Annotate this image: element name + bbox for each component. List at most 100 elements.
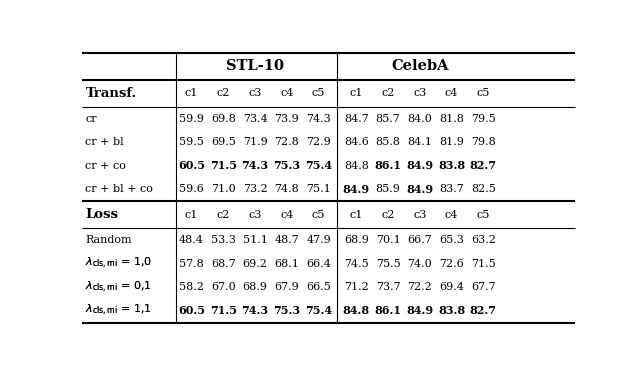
Text: 66.4: 66.4 bbox=[306, 259, 331, 269]
Text: cr + bl: cr + bl bbox=[86, 137, 124, 147]
Text: c5: c5 bbox=[312, 88, 325, 98]
Text: 68.1: 68.1 bbox=[275, 259, 300, 269]
Text: STL-10: STL-10 bbox=[226, 59, 284, 73]
Text: 74.5: 74.5 bbox=[344, 259, 369, 269]
Text: 48.7: 48.7 bbox=[275, 235, 300, 245]
Text: Random: Random bbox=[86, 235, 132, 245]
Text: 85.7: 85.7 bbox=[376, 114, 401, 124]
Text: 84.8: 84.8 bbox=[344, 161, 369, 171]
Text: 84.9: 84.9 bbox=[406, 306, 433, 317]
Text: 73.4: 73.4 bbox=[243, 114, 268, 124]
Text: 74.0: 74.0 bbox=[408, 259, 432, 269]
Text: c3: c3 bbox=[248, 88, 262, 98]
Text: 59.6: 59.6 bbox=[179, 184, 204, 194]
Text: 72.8: 72.8 bbox=[275, 137, 300, 147]
Text: 83.7: 83.7 bbox=[439, 184, 464, 194]
Text: 75.4: 75.4 bbox=[305, 306, 332, 317]
Text: c4: c4 bbox=[280, 88, 294, 98]
Text: c5: c5 bbox=[312, 210, 325, 220]
Text: 84.9: 84.9 bbox=[406, 184, 433, 195]
Text: 84.6: 84.6 bbox=[344, 137, 369, 147]
Text: 85.9: 85.9 bbox=[376, 184, 401, 194]
Text: 73.2: 73.2 bbox=[243, 184, 268, 194]
Text: 82.5: 82.5 bbox=[471, 184, 496, 194]
Text: 68.9: 68.9 bbox=[344, 235, 369, 245]
Text: 65.3: 65.3 bbox=[439, 235, 464, 245]
Text: 84.9: 84.9 bbox=[406, 161, 433, 171]
Text: 82.7: 82.7 bbox=[470, 306, 497, 317]
Text: 60.5: 60.5 bbox=[178, 306, 205, 317]
Text: 67.7: 67.7 bbox=[471, 282, 495, 292]
Text: $\lambda_{\mathrm{cls,mi}}$ = 1,1: $\lambda_{\mathrm{cls,mi}}$ = 1,1 bbox=[86, 303, 152, 318]
Text: 51.1: 51.1 bbox=[243, 235, 268, 245]
Text: 53.3: 53.3 bbox=[211, 235, 236, 245]
Text: 74.3: 74.3 bbox=[241, 161, 269, 171]
Text: c2: c2 bbox=[381, 210, 395, 220]
Text: c3: c3 bbox=[248, 210, 262, 220]
Text: 71.5: 71.5 bbox=[210, 161, 237, 171]
Text: 72.2: 72.2 bbox=[408, 282, 432, 292]
Text: 72.9: 72.9 bbox=[306, 137, 331, 147]
Text: 57.8: 57.8 bbox=[179, 259, 204, 269]
Text: 67.9: 67.9 bbox=[275, 282, 300, 292]
Text: 82.7: 82.7 bbox=[470, 161, 497, 171]
Text: 71.0: 71.0 bbox=[211, 184, 236, 194]
Text: 75.4: 75.4 bbox=[305, 161, 332, 171]
Text: 71.5: 71.5 bbox=[471, 259, 495, 269]
Text: $\lambda_{\mathrm{cls,mi}}$ = 0,1: $\lambda_{\mathrm{cls,mi}}$ = 0,1 bbox=[86, 280, 152, 295]
Text: c3: c3 bbox=[413, 88, 426, 98]
Text: 69.2: 69.2 bbox=[243, 259, 268, 269]
Text: c1: c1 bbox=[185, 88, 198, 98]
Text: 81.8: 81.8 bbox=[439, 114, 464, 124]
Text: 85.8: 85.8 bbox=[376, 137, 401, 147]
Text: 71.5: 71.5 bbox=[210, 306, 237, 317]
Text: 59.5: 59.5 bbox=[179, 137, 204, 147]
Text: 60.5: 60.5 bbox=[178, 161, 205, 171]
Text: c1: c1 bbox=[349, 88, 363, 98]
Text: $\lambda_{\mathrm{cls,mi}}$ = 1,0: $\lambda_{\mathrm{cls,mi}}$ = 1,0 bbox=[86, 256, 152, 271]
Text: c4: c4 bbox=[445, 210, 458, 220]
Text: 66.7: 66.7 bbox=[408, 235, 432, 245]
Text: 84.7: 84.7 bbox=[344, 114, 369, 124]
Text: 86.1: 86.1 bbox=[374, 306, 401, 317]
Text: 48.4: 48.4 bbox=[179, 235, 204, 245]
Text: 68.9: 68.9 bbox=[243, 282, 268, 292]
Text: 83.8: 83.8 bbox=[438, 306, 465, 317]
Text: 74.3: 74.3 bbox=[241, 306, 269, 317]
Text: c3: c3 bbox=[413, 210, 426, 220]
Text: 81.9: 81.9 bbox=[439, 137, 464, 147]
Text: 67.0: 67.0 bbox=[211, 282, 236, 292]
Text: 79.8: 79.8 bbox=[471, 137, 495, 147]
Text: 84.9: 84.9 bbox=[342, 184, 370, 195]
Text: Transf.: Transf. bbox=[86, 87, 137, 100]
Text: cr + co: cr + co bbox=[86, 161, 126, 171]
Text: c1: c1 bbox=[349, 210, 363, 220]
Text: $\lambda_{\mathrm{cls,mi}}$ = 1,1: $\lambda_{\mathrm{cls,mi}}$ = 1,1 bbox=[86, 303, 152, 318]
Text: 75.1: 75.1 bbox=[306, 184, 331, 194]
Text: cr: cr bbox=[86, 114, 97, 124]
Text: 75.5: 75.5 bbox=[376, 259, 401, 269]
Text: 71.2: 71.2 bbox=[344, 282, 369, 292]
Text: c4: c4 bbox=[445, 88, 458, 98]
Text: 86.1: 86.1 bbox=[374, 161, 401, 171]
Text: 69.8: 69.8 bbox=[211, 114, 236, 124]
Text: 75.3: 75.3 bbox=[273, 161, 300, 171]
Text: 59.9: 59.9 bbox=[179, 114, 204, 124]
Text: c2: c2 bbox=[381, 88, 395, 98]
Text: 70.1: 70.1 bbox=[376, 235, 401, 245]
Text: 79.5: 79.5 bbox=[471, 114, 495, 124]
Text: 84.0: 84.0 bbox=[407, 114, 432, 124]
Text: 74.3: 74.3 bbox=[306, 114, 331, 124]
Text: 74.8: 74.8 bbox=[275, 184, 300, 194]
Text: c2: c2 bbox=[217, 210, 230, 220]
Text: CelebA: CelebA bbox=[391, 59, 449, 73]
Text: $\lambda_{\mathrm{cls,mi}}$ = 1,0: $\lambda_{\mathrm{cls,mi}}$ = 1,0 bbox=[86, 256, 152, 271]
Text: 69.4: 69.4 bbox=[439, 282, 464, 292]
Text: c4: c4 bbox=[280, 210, 294, 220]
Text: cr + bl + co: cr + bl + co bbox=[86, 184, 154, 194]
Text: c5: c5 bbox=[477, 210, 490, 220]
Text: 83.8: 83.8 bbox=[438, 161, 465, 171]
Text: 63.2: 63.2 bbox=[471, 235, 496, 245]
Text: 73.9: 73.9 bbox=[275, 114, 300, 124]
Text: 84.8: 84.8 bbox=[342, 306, 370, 317]
